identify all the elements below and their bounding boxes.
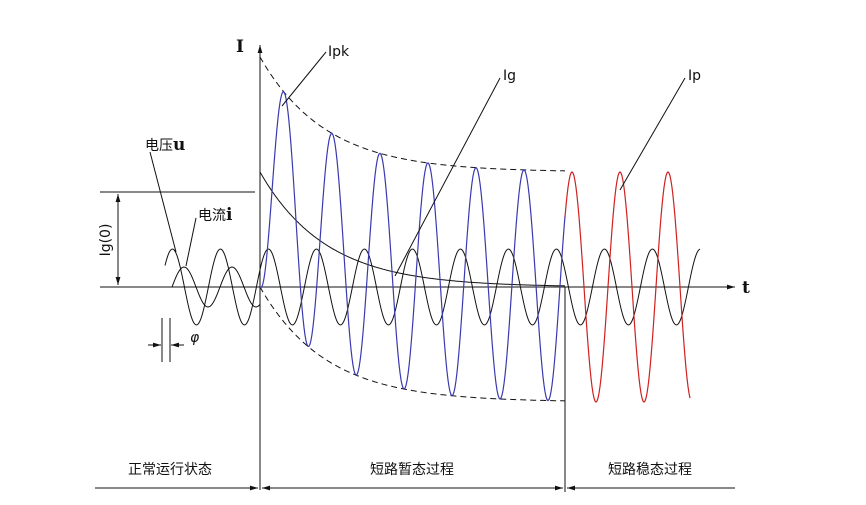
- phase-label: 短路稳态过程: [608, 462, 692, 478]
- ip-label: Ip: [688, 68, 701, 84]
- ipk-label: Ipk: [328, 44, 350, 60]
- current-label: 电流i: [198, 205, 233, 225]
- prefault-current: [171, 266, 261, 308]
- upper-envelope: [259, 56, 565, 172]
- leader: [619, 77, 686, 191]
- leader: [281, 51, 327, 107]
- phase-label: 正常运行状态: [128, 462, 212, 478]
- x-axis-label: t: [742, 278, 750, 298]
- leader: [185, 217, 197, 267]
- ig-label: Ig: [503, 68, 516, 84]
- leader: [149, 151, 177, 253]
- voltage-wave: [164, 248, 701, 326]
- phi-label: φ: [190, 330, 200, 346]
- leader: [394, 77, 501, 277]
- voltage-text: 电压: [145, 138, 173, 154]
- voltage-symbol: u: [173, 135, 185, 155]
- current-text: 电流: [198, 208, 226, 224]
- y-axis-label: I: [236, 37, 244, 57]
- phase-label: 短路暂态过程: [370, 462, 454, 478]
- transient-current: [259, 91, 566, 402]
- lower-envelope: [259, 286, 565, 402]
- ig0-label: Ig(0): [98, 224, 114, 257]
- steady-current: [564, 171, 691, 403]
- ig-curve: [259, 171, 565, 287]
- current-symbol: i: [226, 205, 233, 225]
- voltage-label: 电压u: [145, 135, 185, 155]
